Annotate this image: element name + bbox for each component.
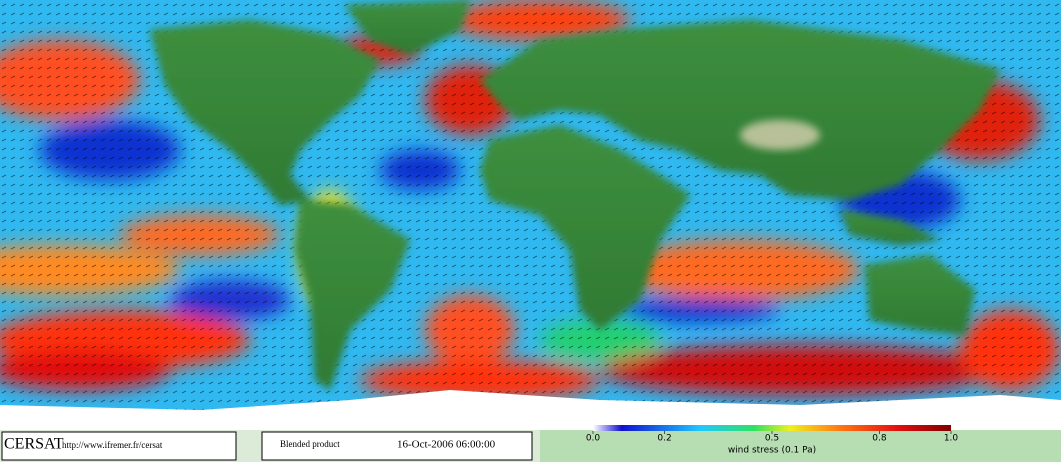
colorbar-tick-label: 0.5 (765, 434, 779, 444)
product: Blended product (280, 439, 340, 449)
colorbar-label: wind stress (0.1 Pa) (728, 446, 816, 456)
url: http://www.ifremer.fr/cersat (62, 440, 163, 450)
date: 16-Oct-2006 06:00:00 (397, 439, 496, 451)
logo-box (1, 431, 237, 461)
antarctica (0, 390, 1061, 430)
colorbar-tick-label: 0.0 (586, 434, 601, 444)
colorbar-tick-label: 1.0 (944, 434, 959, 444)
product-box (261, 431, 533, 461)
logo: CERSAT (4, 436, 64, 453)
colorbar-tick-label: 0.2 (657, 434, 671, 444)
continents (149, 0, 1001, 391)
ocean-field (0, 0, 1061, 430)
colorbar-tick-label: 0.8 (872, 434, 887, 444)
colorbar (593, 425, 951, 431)
